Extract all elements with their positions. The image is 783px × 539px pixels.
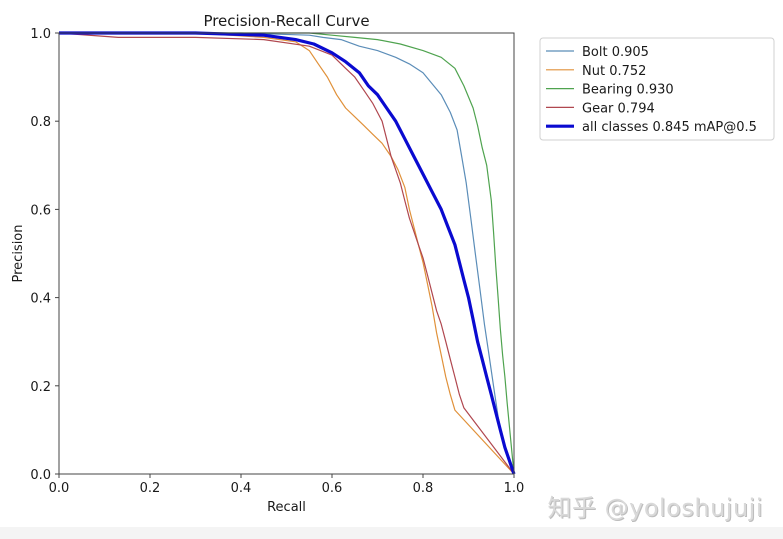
y-tick-label: 0.6 — [30, 203, 51, 218]
x-axis-ticks: 0.0 0.2 0.4 0.6 0.8 1.0 — [49, 474, 525, 496]
bottom-band — [0, 527, 783, 539]
series-line-bearing — [59, 32, 515, 475]
y-tick-label: 0.0 — [30, 468, 51, 483]
plot-lines — [58, 31, 516, 475]
x-tick-label: 0.4 — [231, 481, 252, 496]
series-line-nut — [59, 32, 515, 475]
x-tick-label: 1.0 — [504, 481, 525, 496]
legend-label: Gear 0.794 — [582, 101, 655, 116]
series-line-gear — [58, 32, 515, 475]
x-tick-label: 0.8 — [413, 481, 434, 496]
x-tick-label: 0.2 — [140, 481, 161, 496]
chart-title: Precision-Recall Curve — [203, 12, 369, 30]
y-tick-label: 0.4 — [30, 292, 51, 307]
y-tick-label: 0.2 — [30, 380, 51, 395]
legend-label: Bearing 0.930 — [582, 83, 674, 98]
x-tick-label: 0.0 — [49, 481, 70, 496]
watermark: 知乎 @yoloshujuji — [547, 494, 763, 522]
legend-label: all classes 0.845 mAP@0.5 — [582, 120, 757, 135]
x-axis-label: Recall — [267, 500, 306, 515]
legend-label: Nut 0.752 — [582, 64, 646, 79]
series-line-all — [59, 31, 516, 475]
y-axis-label: Precision — [11, 224, 26, 282]
y-tick-label: 1.0 — [30, 27, 51, 42]
series-line-bolt — [59, 32, 515, 475]
y-axis-ticks: 0.0 0.2 0.4 0.6 0.8 1.0 — [30, 27, 59, 483]
plot-frame — [58, 32, 515, 475]
legend: Bolt 0.905 Nut 0.752 Bearing 0.930 Gear 0.7… — [539, 37, 775, 141]
legend-label: Bolt 0.905 — [582, 45, 649, 60]
x-tick-label: 0.6 — [322, 481, 343, 496]
legend-box — [539, 37, 775, 141]
y-tick-label: 0.8 — [30, 115, 51, 130]
